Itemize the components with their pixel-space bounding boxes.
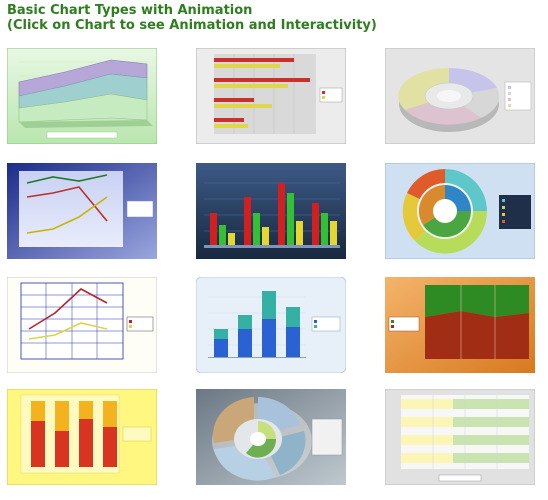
stacked-area-chart-graphic [385, 277, 535, 373]
3d-doughnut-chart-graphic [385, 48, 535, 144]
horizontal-bar-chart-graphic [196, 48, 346, 144]
stacked-area-chart-thumbnail[interactable] [385, 277, 535, 373]
page-title-line-2: (Click on Chart to see Animation and Int… [7, 18, 377, 33]
stacked-column-chart-thumbnail[interactable] [196, 277, 346, 373]
cylinder-column-chart-thumbnail[interactable] [7, 389, 157, 485]
3d-area-chart-thumbnail[interactable] [7, 48, 157, 144]
3d-column-chart-graphic [196, 163, 346, 259]
exploded-ring-chart-graphic [196, 389, 346, 485]
cylinder-column-chart-graphic [7, 389, 157, 485]
page-title-line-1: Basic Chart Types with Animation [7, 3, 253, 18]
multi-ring-doughnut-chart-graphic [385, 163, 535, 259]
page-title: Basic Chart Types with Animation (Click … [7, 3, 377, 33]
line-chart-thumbnail[interactable] [7, 163, 157, 259]
3d-column-chart-thumbnail[interactable] [196, 163, 346, 259]
grid-line-chart-graphic [7, 277, 157, 373]
line-chart-graphic [7, 163, 157, 259]
stacked-column-chart-graphic [196, 277, 346, 373]
3d-doughnut-chart-thumbnail[interactable] [385, 48, 535, 144]
grid-line-chart-thumbnail[interactable] [7, 277, 157, 373]
range-bar-chart-thumbnail[interactable] [385, 389, 535, 485]
range-bar-chart-graphic [385, 389, 535, 485]
3d-area-chart-graphic [7, 48, 157, 144]
exploded-ring-chart-thumbnail[interactable] [196, 389, 346, 485]
horizontal-bar-chart-thumbnail[interactable] [196, 48, 346, 144]
multi-ring-doughnut-chart-thumbnail[interactable] [385, 163, 535, 259]
